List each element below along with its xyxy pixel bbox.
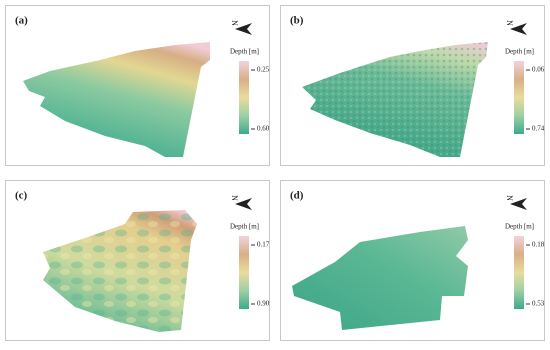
panel: (b) N Depth [m] 0.06 0.74 (280, 5, 545, 166)
colorbar-top-label: 0.25 (257, 66, 270, 74)
legend-title: Depth [m] (505, 223, 534, 231)
north-arrow: N (505, 195, 527, 210)
north-arrow-head (510, 198, 527, 210)
north-arrow-head (235, 23, 252, 35)
north-arrow: N (230, 195, 252, 210)
panel-label: (a) (15, 15, 28, 27)
colorbar-bottom-label: 0.90 (257, 300, 270, 308)
panel: (d) N Depth [m] 0.18 0.53 (280, 180, 545, 341)
panel-label: (c) (15, 190, 28, 202)
colorbar-bottom-label: 0.74 (532, 125, 545, 133)
terrain-texture (43, 210, 197, 332)
colorbar-bottom-label: 0.53 (532, 300, 545, 308)
legend-title: Depth [m] (230, 48, 259, 56)
colorbar (239, 236, 249, 309)
north-letter: N (230, 195, 239, 201)
north-letter: N (505, 20, 514, 26)
north-letter: N (230, 20, 239, 26)
panel: (c) N Depth [m] 0.17 0.90 (5, 180, 270, 341)
legend-title: Depth [m] (230, 223, 259, 231)
north-arrow-head (510, 23, 527, 35)
colorbar-top-label: 0.18 (532, 241, 545, 249)
colorbar (514, 61, 524, 134)
colorbar-top-label: 0.17 (257, 241, 270, 249)
terrain (292, 226, 468, 330)
panel-label: (b) (290, 15, 304, 27)
terrain-texture (302, 42, 488, 157)
terrain (23, 42, 210, 157)
north-arrow: N (230, 20, 252, 35)
colorbar (514, 236, 524, 309)
colorbar-bottom-label: 0.60 (257, 125, 270, 133)
north-letter: N (505, 195, 514, 201)
north-arrow-head (235, 198, 252, 210)
north-arrow: N (505, 20, 527, 35)
colorbar-top-label: 0.06 (532, 66, 545, 74)
colorbar (239, 61, 249, 134)
panel-label: (d) (290, 190, 304, 202)
legend-title: Depth [m] (505, 48, 534, 56)
panel: (a) N Depth [m] 0.25 0.60 (5, 5, 270, 166)
